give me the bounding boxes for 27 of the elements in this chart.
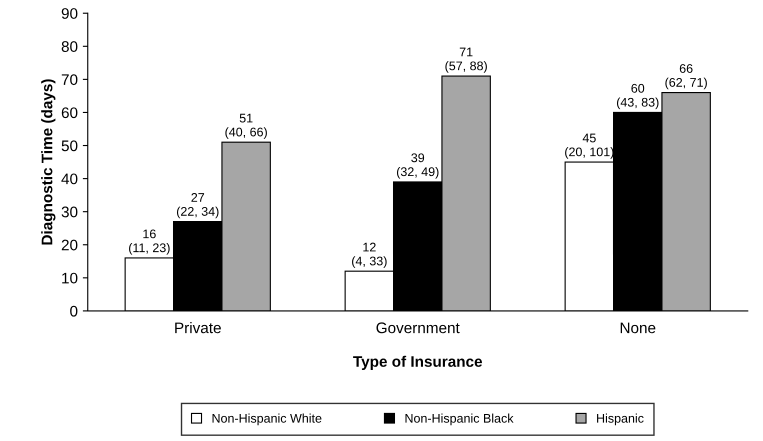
y-tick-label: 60 [62,107,78,118]
y-axis-title: Diagnostic Time (days) [41,79,56,245]
data-label: 16 (11, 23) [129,229,170,255]
x-tick-label: Government [376,322,460,334]
y-tick-label: 0 [70,306,78,317]
legend-label: Hispanic [597,414,644,426]
y-tick-label: 20 [62,240,78,250]
y-tick-label: 90 [62,8,78,19]
data-label: 45 (20, 101) [565,134,614,159]
data-label: 27 (22, 34) [176,193,219,218]
data-label: 39 (32, 49) [396,153,439,179]
data-label: 51 (40, 66) [225,114,267,139]
x-tick-label: Private [175,322,221,334]
y-tick-label: 40 [61,173,78,184]
x-tick-label: None [620,322,656,334]
legend-label: Non-Hispanic White [212,414,322,426]
y-tick-label: 80 [62,41,78,52]
x-axis-title: Type of Insurance [353,356,482,370]
data-label: 71 (57, 88) [445,48,487,73]
data-label: 60 (43, 83) [616,84,659,110]
data-label: 12 (4, 33) [352,242,387,268]
y-tick-label: 70 [62,74,78,86]
y-tick-label: 10 [62,272,78,284]
y-tick-label: 30 [62,206,78,218]
legend-label: Non-Hispanic Black [405,414,514,426]
data-label: 66 (62, 71) [665,64,707,90]
y-tick-label: 50 [62,140,78,152]
